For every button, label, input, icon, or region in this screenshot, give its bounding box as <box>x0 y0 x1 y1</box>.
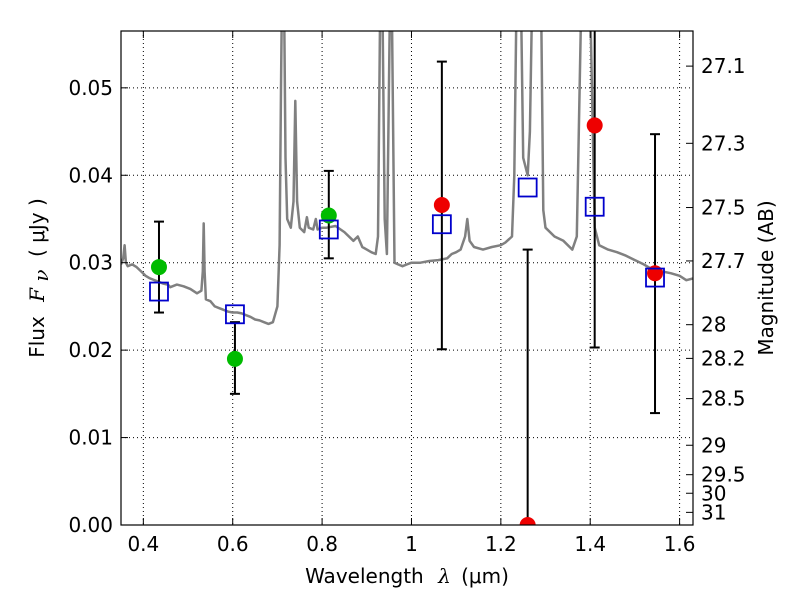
model-photometry-square <box>431 214 452 235</box>
x-tick-label: 0.6 <box>217 532 249 556</box>
y2-tick-label: 29 <box>701 433 726 457</box>
model-spectrum-layer <box>121 31 693 326</box>
model-photometry-square <box>149 281 169 302</box>
y2-tick-label: 27.1 <box>701 54 746 78</box>
green-point <box>320 207 337 224</box>
model-spectrum-line <box>121 31 693 326</box>
marker-layer <box>149 117 665 525</box>
y2-tick-label: 27.3 <box>701 131 746 155</box>
model-photometry-square <box>584 196 605 217</box>
y-tick-label: 0.03 <box>68 251 113 275</box>
x-tick-label: 1.2 <box>485 532 517 556</box>
red-point <box>519 517 536 525</box>
y-tick-label: 0.02 <box>68 338 113 362</box>
y2-tick-label: 28.2 <box>701 346 746 370</box>
green-point <box>150 259 167 276</box>
model-photometry-square <box>645 267 665 288</box>
y-tick-label: 0.00 <box>68 513 113 537</box>
plot-frame <box>120 30 694 526</box>
x-tick-label: 1.6 <box>664 532 696 556</box>
x-tick-label: 0.4 <box>127 532 159 556</box>
red-point <box>586 117 603 134</box>
y2-tick-label: 31 <box>701 500 726 524</box>
green-point <box>226 350 243 367</box>
x-tick-label: 1 <box>405 532 418 556</box>
model-photometry-square <box>225 304 245 325</box>
x-tick-label: 1.4 <box>574 532 606 556</box>
plot-area <box>121 31 693 525</box>
y2-tick-label: 29.5 <box>701 463 746 487</box>
tick-layer: 0.4 0.6 0.8 1 1.2 1.4 1.6 0.00 0.01 0.02 0.03 0.04 0… <box>68 31 746 556</box>
red-point <box>433 196 450 213</box>
y2-tick-label: 28.5 <box>701 387 746 411</box>
model-photometry-square <box>318 219 339 240</box>
y-tick-label: 0.01 <box>68 426 113 450</box>
x-axis-label: Wavelength λ (μm) <box>305 564 509 588</box>
y-tick-label: 0.04 <box>68 163 113 187</box>
y2-tick-label: 30 <box>701 481 726 505</box>
y2-axis-label: Magnitude (AB) <box>754 200 778 355</box>
x-tick-label: 0.8 <box>306 532 338 556</box>
y2-tick-label: 27.7 <box>701 249 746 273</box>
red-point <box>647 265 664 282</box>
y2-tick-label: 28 <box>701 313 726 337</box>
y2-tick-label: 27.5 <box>701 196 746 220</box>
y-axis-label: Flux F ν ( μJy ) <box>25 198 53 358</box>
model-photometry-square <box>517 177 538 198</box>
y-tick-label: 0.05 <box>68 76 113 100</box>
